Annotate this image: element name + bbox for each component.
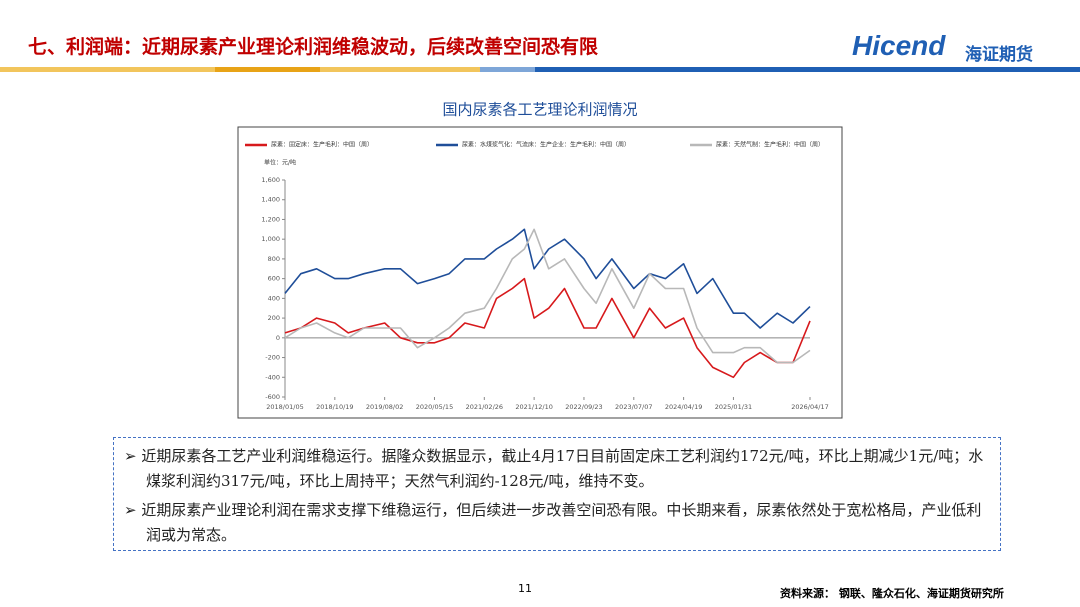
series-line [284,228,811,364]
x-tick-label: 2022/09/23 [565,403,602,411]
y-tick-label: 1,000 [261,235,280,243]
y-tick-label: 400 [268,294,280,302]
x-tick-label: 2023/07/07 [615,403,652,411]
logo: Hicend [852,30,946,61]
legend-label: 尿素：水煤浆气化：气流床：生产企业：生产毛利：中国（周） [462,141,630,149]
legend-label: 尿素：固定床：生产毛利：中国（周） [271,141,373,149]
y-tick-label: -600 [265,393,280,401]
stripe [480,67,535,72]
y-tick-label: 0 [276,334,280,342]
bullet: 近期尿素产业理论利润在需求支撑下维稳运行，但后续进一步改善空间恐有限。中长期来看… [122,498,992,548]
x-tick-label: 2018/01/05 [266,403,303,411]
x-tick-label: 2021/12/10 [515,403,552,411]
x-tick-label: 2019/08/02 [366,403,403,411]
series-line [284,228,811,329]
x-tick-label: 2021/02/26 [466,403,503,411]
y-tick-label: -200 [265,354,280,362]
y-tick-label: 200 [268,314,280,322]
series-line [284,277,811,379]
y-tick-label: 1,600 [261,176,280,184]
page-number: 11 [518,582,532,595]
slide-title: 七、利润端：近期尿素产业理论利润维稳波动，后续改善空间恐有限 [28,36,599,58]
source: 资料来源： 钢联、隆众石化、海证期货研究所 [780,587,1004,600]
chart-frame [237,126,843,419]
x-tick-label: 2018/10/19 [316,403,353,411]
chart: 国内尿素各工艺理论利润情况 单位：元/吨 1,600 1,400 1,200 1,00… [237,101,843,419]
stripe [535,67,1080,72]
stripe [0,67,215,72]
stripe [320,67,480,72]
x-tick-label: 2025/01/31 [715,403,752,411]
y-tick-label: 800 [268,255,280,263]
x-tick-label: 2020/05/15 [416,403,453,411]
x-tick-label: 2026/04/17 [791,403,828,411]
y-tick-label: 1,400 [261,196,280,204]
stripe [215,67,320,72]
legend-label: 尿素：天然气制：生产毛利：中国（周） [716,141,824,149]
logo-cn: 海证期货 [965,45,1033,65]
chart-title: 国内尿素各工艺理论利润情况 [442,101,637,119]
unit-label: 单位：元/吨 [264,159,296,167]
y-tick-label: 1,200 [261,215,280,223]
y-tick-label: -400 [265,373,280,381]
x-tick-label: 2024/04/19 [665,403,702,411]
bullet: 近期尿素各工艺产业利润维稳运行。据隆众数据显示，截止4月17日目前固定床工艺利润… [122,444,992,494]
bullet-box: 近期尿素各工艺产业利润维稳运行。据隆众数据显示，截止4月17日目前固定床工艺利润… [113,437,1001,551]
y-tick-label: 600 [268,275,280,283]
